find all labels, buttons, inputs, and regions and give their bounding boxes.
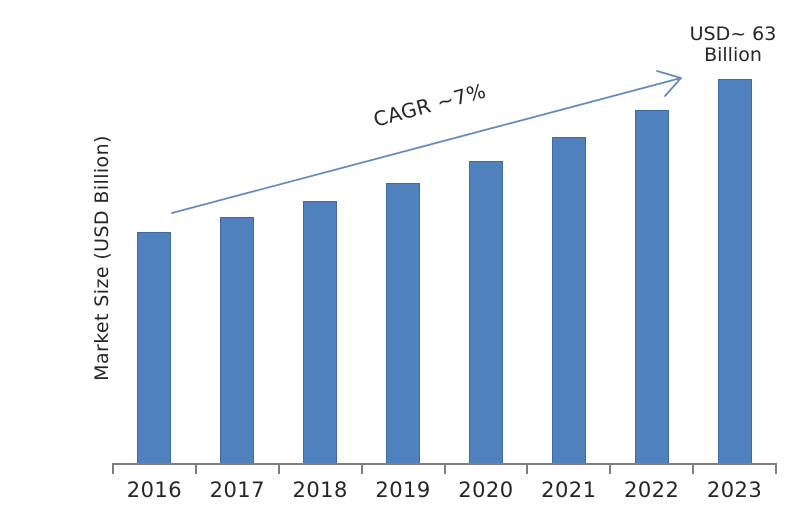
bar-2021 (551, 137, 586, 464)
x-axis-tick (277, 463, 280, 474)
bar-2016 (137, 232, 172, 464)
x-axis-tick-label: 2017 (209, 478, 266, 502)
x-axis-tick (360, 463, 363, 474)
bar-2023 (717, 79, 752, 464)
x-axis-tick-label: 2016 (126, 478, 183, 502)
x-axis-tick (443, 463, 446, 474)
bar-2022 (634, 110, 669, 464)
x-axis-tick-label: 2020 (458, 478, 514, 502)
x-axis-tick-label: 2021 (541, 478, 597, 502)
x-axis-tick (609, 463, 612, 474)
x-axis-tick (194, 463, 197, 474)
x-axis-tick-label: 2019 (375, 478, 431, 502)
x-axis-tick-label: 2023 (706, 478, 763, 502)
x-axis-tick (775, 463, 777, 474)
x-axis-tick (692, 463, 695, 474)
end-value-line1: USD~ 63 (689, 23, 777, 45)
bar-2019 (386, 183, 421, 464)
bar-2018 (303, 201, 338, 464)
bar-2020 (468, 161, 503, 464)
y-axis-label: Market Size (USD Billion) (91, 135, 113, 381)
x-axis-tick-label: 2018 (292, 478, 348, 502)
x-axis-tick (526, 463, 529, 474)
cagr-annotation: CAGR ~7% (370, 78, 489, 132)
x-axis-tick (112, 463, 114, 474)
end-value-line2: Billion (704, 44, 762, 66)
bar-2017 (220, 217, 255, 464)
end-value-annotation: USD~ 63 Billion (682, 24, 784, 66)
x-axis-tick-label: 2022 (623, 478, 680, 502)
